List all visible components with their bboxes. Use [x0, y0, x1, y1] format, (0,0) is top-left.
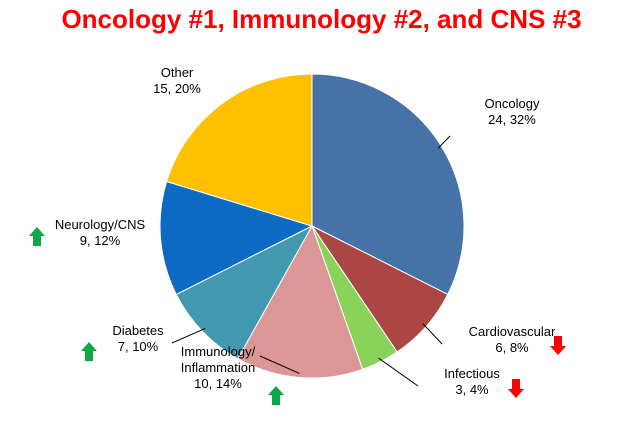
slice-label-neurology-cns: Neurology/CNS 9, 12%	[55, 217, 146, 248]
slice-label-other: Other 15, 20%	[153, 65, 201, 96]
slice-labels: Oncology 24, 32% Cardiovascular 6, 8% Infect…	[55, 65, 556, 397]
trend-arrows	[29, 227, 566, 405]
pie-slice-neurology-cns	[159, 180, 314, 296]
arrow-up-icon-immunology-inflammation	[268, 386, 284, 405]
chart-title: Oncology #1, Immunology #2, and CNS #3	[61, 4, 582, 34]
slice-label-cardiovascular: Cardiovascular 6, 8%	[469, 324, 556, 355]
arrow-down-icon-infectious	[508, 379, 524, 398]
arrow-up-icon-neurology-cns	[29, 227, 45, 246]
pie-slice-other	[166, 73, 313, 227]
pie-slice-oncology	[311, 73, 465, 296]
arrow-up-icon-diabetes	[81, 342, 97, 361]
pie-slice-diabetes	[175, 224, 314, 360]
leader-line-infectious	[378, 357, 419, 387]
leader-line-diabetes	[171, 327, 206, 344]
pie-slices	[159, 73, 465, 379]
leader-line-immunology-inflammation	[259, 355, 300, 374]
pie-slice-immunology-inflammation	[237, 224, 364, 379]
arrow-down-icon-cardiovascular	[550, 336, 566, 355]
slice-label-infectious: Infectious 3, 4%	[444, 366, 500, 397]
leader-line-cardiovascular	[422, 323, 443, 345]
slice-label-diabetes: Diabetes 7, 10%	[112, 323, 164, 354]
leader-lines	[171, 135, 451, 387]
leader-line-oncology	[437, 135, 451, 149]
slice-label-oncology: Oncology 24, 32%	[485, 96, 540, 127]
slice-label-immunology-inflammation: Immunology/Inflammation 10, 14%	[181, 344, 256, 391]
